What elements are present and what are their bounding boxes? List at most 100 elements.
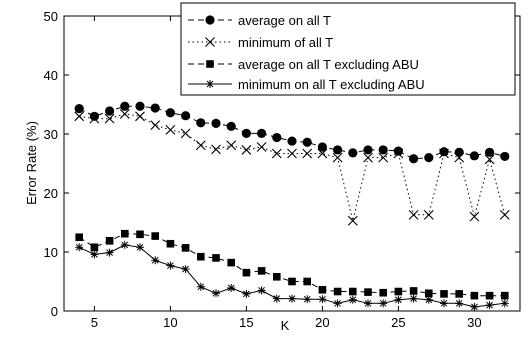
legend-item: minimum of all T xyxy=(188,35,333,50)
data-point xyxy=(273,272,281,281)
data-point-stroke xyxy=(196,282,205,291)
data-point xyxy=(348,148,358,158)
data-point xyxy=(120,240,129,249)
data-point xyxy=(166,261,175,270)
data-point-stroke xyxy=(423,209,434,220)
data-point-stroke xyxy=(272,294,281,303)
data-point xyxy=(408,209,419,220)
legend-marker xyxy=(206,80,214,88)
data-point-stroke xyxy=(470,302,479,311)
data-point-stroke xyxy=(485,301,494,310)
data-point xyxy=(470,302,479,311)
data-point-stroke xyxy=(75,243,84,252)
data-point-stroke xyxy=(105,248,114,257)
data-point-stroke xyxy=(318,295,327,304)
data-point xyxy=(271,148,282,159)
data-point xyxy=(135,101,145,111)
y-axis: 0 10 20 30 40 50 xyxy=(44,9,520,319)
data-point-stroke xyxy=(348,295,357,304)
data-point xyxy=(455,299,464,308)
data-point xyxy=(120,101,130,111)
data-point xyxy=(454,152,465,163)
data-point-stroke xyxy=(499,209,510,220)
series-1 xyxy=(74,101,510,164)
data-point xyxy=(439,148,449,159)
data-point xyxy=(257,267,266,275)
data-point xyxy=(121,229,129,238)
data-point-stroke xyxy=(333,299,342,308)
data-point xyxy=(181,244,190,252)
data-point xyxy=(363,145,373,155)
legend-label: minimum on all T excluding ABU xyxy=(238,77,425,92)
data-point-stroke xyxy=(166,261,175,270)
data-point xyxy=(136,243,144,252)
data-point xyxy=(485,291,494,300)
data-point xyxy=(318,285,327,294)
data-point-stroke xyxy=(256,142,267,152)
data-point-stroke xyxy=(303,295,312,304)
x-tick-label: 15 xyxy=(239,315,253,330)
data-point xyxy=(272,132,282,143)
data-point xyxy=(181,265,190,274)
data-point xyxy=(364,288,372,296)
data-point xyxy=(317,148,328,159)
data-point xyxy=(227,283,236,292)
data-point-stroke xyxy=(136,243,144,252)
data-point xyxy=(242,268,251,277)
data-point xyxy=(151,256,160,265)
data-point xyxy=(409,287,418,295)
data-point xyxy=(212,254,220,262)
data-point xyxy=(423,209,434,220)
legend-item: average on all T excluding ABU xyxy=(188,57,419,72)
data-point xyxy=(150,120,161,131)
data-point-stroke xyxy=(257,286,266,295)
data-point xyxy=(90,250,99,259)
data-point xyxy=(439,147,449,157)
data-point xyxy=(440,299,448,308)
data-point-stroke xyxy=(317,148,328,159)
legend-marker xyxy=(205,15,215,25)
data-point xyxy=(257,286,266,295)
data-point xyxy=(89,111,99,121)
data-point xyxy=(166,239,175,248)
data-point xyxy=(484,154,495,165)
data-point-stroke xyxy=(287,148,297,159)
data-point-stroke xyxy=(393,148,404,159)
data-point-stroke xyxy=(151,256,160,265)
data-point xyxy=(318,295,327,304)
x-tick-label: 5 xyxy=(91,315,98,330)
data-point xyxy=(332,152,343,163)
data-point xyxy=(90,243,99,252)
legend-marker xyxy=(205,37,215,47)
data-point xyxy=(180,128,191,139)
data-point xyxy=(379,288,387,297)
data-point xyxy=(469,211,480,222)
data-point-stroke xyxy=(408,209,419,220)
data-point xyxy=(364,299,372,308)
data-point xyxy=(196,118,206,128)
data-point-stroke xyxy=(302,148,313,159)
data-point-stroke xyxy=(165,124,176,135)
data-point xyxy=(105,236,114,245)
data-point-stroke xyxy=(363,152,373,163)
data-point-stroke xyxy=(242,289,251,298)
x-tick-label: 30 xyxy=(467,315,481,330)
data-point-stroke xyxy=(409,294,418,303)
series-layer xyxy=(74,101,510,311)
data-point-stroke xyxy=(90,250,99,259)
legend-label: minimum of all T xyxy=(238,35,333,50)
data-point-stroke xyxy=(379,299,388,308)
data-point xyxy=(333,287,342,296)
data-point xyxy=(303,277,311,286)
data-point-stroke xyxy=(394,295,403,304)
data-point xyxy=(393,146,403,156)
data-point xyxy=(349,287,357,296)
data-point-stroke xyxy=(364,299,372,308)
data-point xyxy=(454,147,464,157)
data-point xyxy=(425,289,433,298)
data-point xyxy=(212,289,220,298)
data-point-stroke xyxy=(119,109,130,119)
y-tick-label: 50 xyxy=(44,9,58,24)
data-point xyxy=(455,290,463,298)
